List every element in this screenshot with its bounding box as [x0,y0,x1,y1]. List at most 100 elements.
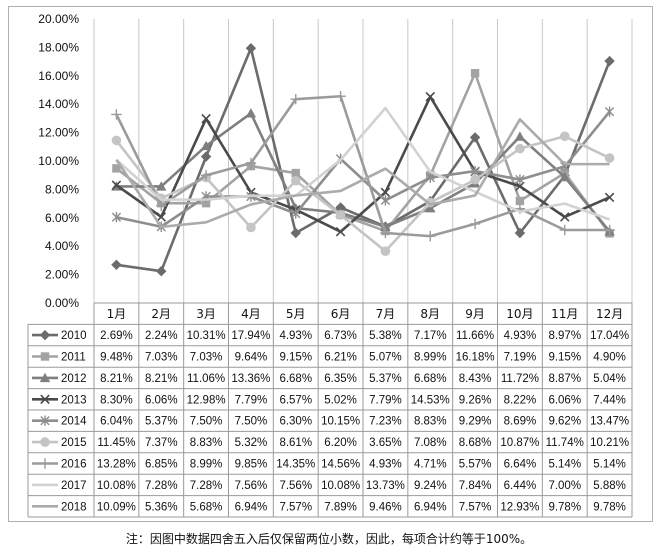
marker-square [112,164,121,173]
marker-circle [380,246,391,256]
y-tick-label: 10.00% [38,154,79,168]
table-row: 2017 10.08% 7.28% 7.28% 7.56% 7.56% 10.08% 13.7… [32,480,626,492]
data-label: 9.29% [459,416,492,428]
series-lines [111,43,615,277]
x-tick-label: 11月 [551,307,578,321]
data-label: 5.36% [145,501,178,513]
marker-triangle [156,181,167,191]
data-label: 7.28% [145,480,178,492]
data-label: 14.56% [321,459,360,471]
data-label: 7.57% [279,501,312,513]
marker-diamond [245,43,257,54]
data-label: 13.47% [590,416,629,428]
table-row: 2013 8.30% 6.06% 12.98% 7.79% 6.57% 5.02% 7.79%… [32,394,626,406]
series-line-2011 [115,71,611,235]
legend-label: 2015 [61,437,87,449]
data-label: 11.74% [546,437,584,449]
data-label: 7.17% [414,330,447,342]
marker-star [425,172,435,183]
data-label: 7.23% [369,416,402,428]
marker-diamond [156,265,167,277]
data-label: 4.93% [369,459,402,471]
data-label: 11.66% [456,330,494,342]
marker-x [156,212,167,222]
series-2017 [115,106,611,221]
data-label: 9.46% [369,501,402,513]
marker-x [335,226,346,237]
data-label: 8.61% [279,437,312,449]
data-label: 7.50% [190,416,223,428]
marker-plus [335,91,346,102]
marker-circle [604,153,615,163]
table-row: 2015 11.45% 7.37% 8.83% 5.32% 8.61% 6.20% 3.65%… [32,437,629,449]
series-2016 [111,91,615,242]
marker-square [201,198,211,208]
data-label: 6.68% [414,373,447,385]
x-tick-label: 10月 [506,307,533,321]
marker-star [604,106,615,117]
marker-diamond [514,227,526,239]
data-label: 9.78% [548,501,581,513]
data-label: 8.43% [459,373,492,385]
data-label: 6.35% [324,373,357,385]
data-label: 2.24% [145,330,178,342]
data-label: 6.94% [414,501,447,513]
data-label: 7.03% [145,352,178,364]
data-label: 6.68% [279,373,312,385]
marker-circle [335,210,346,220]
data-table: 1月 2月 3月 4月 5月 6月 7月 8月 9月 10月 11月 12月 2010 2.69% 2.24… [27,302,633,518]
data-label: 6.73% [324,330,357,342]
data-label: 4.71% [414,459,447,471]
data-label: 5.04% [593,373,626,385]
x-tick-label: 2月 [151,307,171,321]
data-label: 7.03% [190,352,223,364]
marker-square [470,69,480,78]
marker-x [559,212,570,222]
data-label: 7.84% [459,480,492,492]
data-label: 3.65% [369,437,402,449]
marker-x [380,187,391,198]
marker-plus [200,170,212,181]
data-label: 11.06% [187,373,225,385]
marker-star [291,208,301,219]
data-label: 8.97% [548,330,581,342]
data-label: 10.08% [97,480,136,492]
series-line-2018 [115,118,610,229]
data-label: 10.08% [321,480,360,492]
marker-square [291,168,300,178]
marker-circle [559,131,570,142]
marker-star [470,165,480,177]
marker-diamond [604,55,615,67]
data-label: 7.28% [190,480,223,492]
marker-circle [111,135,122,146]
data-label: 5.37% [145,416,178,428]
data-label: 9.26% [459,394,492,406]
marker-triangle [39,372,51,383]
marker-diamond [335,202,346,213]
marker-square [40,352,50,361]
marker-x [40,394,50,405]
legend-label: 2017 [61,480,87,492]
data-label: 9.15% [548,352,581,364]
marker-square [515,196,525,206]
data-label: 16.18% [456,352,495,364]
marker-star [111,212,122,223]
series-line-2012 [116,111,611,233]
y-tick-label: 8.00% [45,182,79,196]
data-label: 9.62% [548,416,581,428]
data-label: 8.99% [190,459,223,471]
data-label: 7.37% [145,437,178,449]
data-label: 6.06% [548,394,581,406]
marker-plus [290,94,301,105]
y-tick-label: 6.00% [45,211,79,225]
data-label: 5.57% [459,459,492,471]
data-label: 6.30% [279,416,312,428]
table-row: 2012 8.21% 8.21% 11.06% 13.36% 6.68% 6.35% 5.37… [32,372,626,385]
data-label: 6.94% [235,501,268,513]
legend-label: 2014 [61,416,87,428]
data-label: 6.64% [504,459,537,471]
x-tick-label: 1月 [107,307,127,321]
marker-star [380,195,391,206]
marker-x [111,180,122,190]
data-label: 12.98% [187,394,226,406]
